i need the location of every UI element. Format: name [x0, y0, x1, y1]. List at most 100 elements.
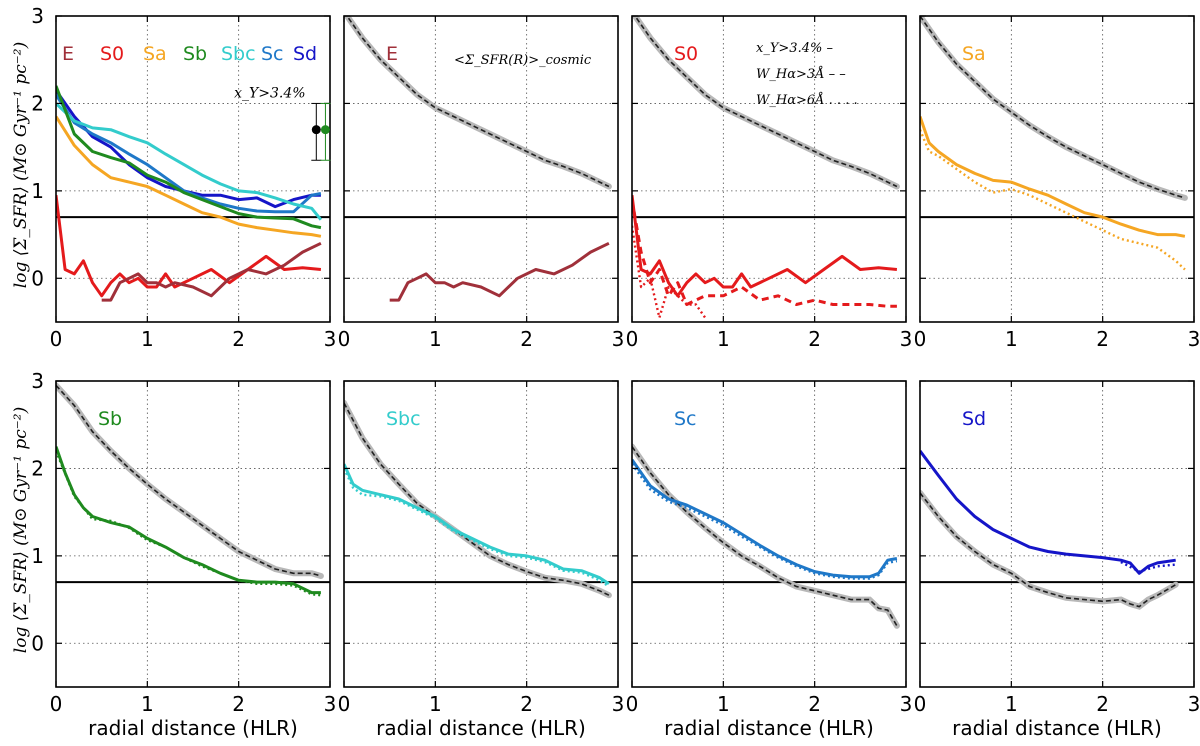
- cosmic-halo: [920, 489, 1179, 610]
- cosmic-halo: [920, 16, 1188, 201]
- series-e: [101, 241, 322, 302]
- panel-label-sb: Sb: [98, 408, 122, 430]
- panel-Sd: 0 1 2 3 radial distance (HLR) Sd: [914, 380, 1200, 740]
- y-tick-label: 3: [31, 4, 44, 28]
- series-sb: [56, 85, 322, 230]
- x-tick-label: 0: [338, 692, 351, 716]
- x-axis-label: radial distance (HLR): [952, 716, 1162, 740]
- y-tick-label: 0: [31, 631, 44, 655]
- cosmic-line: [920, 16, 1186, 199]
- cosmic-line: [56, 384, 322, 577]
- panel-Sbc: 0 1 2 3 radial distance (HLR) Sbc: [338, 380, 625, 740]
- series-sc-wha-6: [632, 463, 898, 580]
- plot-frame: [55, 380, 331, 688]
- plot-frame: [631, 380, 907, 688]
- cosmic-halo: [56, 382, 324, 579]
- x-axis-label: radial distance (HLR): [88, 716, 298, 740]
- legend-wha3: W_Hα>3Å – –: [756, 66, 846, 82]
- panel-Sa: 0 1 2 3 Sa: [914, 15, 1200, 351]
- x-tick-label: 1: [429, 692, 442, 716]
- x-tick-label: 3: [900, 327, 913, 351]
- x-tick-label: 1: [1005, 327, 1018, 351]
- legend-label-sd: Sd: [293, 43, 317, 65]
- series-sd: [920, 450, 1176, 575]
- panel-Sc: 0 1 2 3 radial distance (HLR) Sc: [626, 380, 912, 740]
- series-s0: [632, 195, 898, 298]
- y-tick-label: 1: [31, 544, 44, 568]
- legend-wha6: W_Hα>6Å . . . .: [756, 92, 858, 108]
- x-tick-label: 3: [1188, 327, 1200, 351]
- plot-frame: [631, 15, 907, 323]
- cosmic-line: [632, 446, 898, 627]
- y-tick-label: 1: [31, 179, 44, 203]
- x-axis-label: radial distance (HLR): [664, 716, 874, 740]
- legend-label-s0: S0: [100, 43, 124, 65]
- panel-label-sc: Sc: [674, 408, 697, 430]
- x-tick-label: 1: [429, 327, 442, 351]
- panel-label-sd: Sd: [962, 408, 986, 430]
- x-tick-label: 2: [232, 327, 245, 351]
- series-sbc: [56, 102, 323, 221]
- errorbar-green-point: [320, 125, 330, 135]
- x-tick-label: 1: [1005, 692, 1018, 716]
- x-tick-label: 2: [1096, 692, 1109, 716]
- x-tick-label: 0: [50, 327, 63, 351]
- cosmic-line: [344, 402, 610, 596]
- x-tick-label: 2: [808, 692, 821, 716]
- x-tick-label: 2: [808, 327, 821, 351]
- x-tick-label: 0: [626, 692, 639, 716]
- series-sb-wha-6: [56, 450, 322, 597]
- legend-label-sc: Sc: [261, 43, 284, 65]
- cosmic-line: [346, 16, 610, 188]
- series-sc: [632, 458, 898, 579]
- x-tick-label: 3: [324, 327, 337, 351]
- x-tick-label: 1: [141, 692, 154, 716]
- y-axis-label-bottom: log ⟨Σ_SFR⟩ (M⊙ Gyr⁻¹ pc⁻²): [11, 407, 31, 653]
- series-sa-wha-6: [920, 129, 1186, 271]
- series-s0: [56, 195, 322, 298]
- x-tick-label: 0: [914, 692, 927, 716]
- legend-label-e: E: [62, 43, 74, 65]
- series-s0-wha-6: [632, 225, 707, 319]
- x-tick-label: 2: [232, 692, 245, 716]
- y-tick-label: 2: [31, 91, 44, 115]
- panel-label-e: E: [386, 43, 398, 65]
- cosmic-halo: [344, 16, 612, 190]
- y-tick-label: 2: [31, 456, 44, 480]
- y-tick-label: 0: [31, 266, 44, 290]
- legend-xy: x_Y>3.4% –: [756, 41, 833, 56]
- plot-frame: [343, 380, 619, 688]
- x-tick-label: 2: [520, 327, 533, 351]
- panel-E: 0 1 2 3 E <Σ_SFR(R)>_cosmic: [338, 15, 625, 351]
- x-axis-label: radial distance (HLR): [376, 716, 586, 740]
- panel-label-s0: S0: [674, 43, 698, 65]
- x-tick-label: 0: [626, 327, 639, 351]
- x-tick-label: 1: [717, 692, 730, 716]
- legend-label-sa: Sa: [143, 43, 167, 65]
- x-tick-label: 1: [141, 327, 154, 351]
- x-tick-label: 3: [612, 327, 625, 351]
- series-sa: [920, 116, 1186, 238]
- x-tick-label: 3: [324, 692, 337, 716]
- panel-S0: 0 1 2 3 S0 x_Y>3.4% – W_Hα>3Å – – W_Hα>6Å . . .…: [626, 15, 913, 351]
- series-sbc-wha-6: [344, 467, 610, 588]
- x-tick-label: 0: [50, 692, 63, 716]
- series-sc: [56, 93, 322, 214]
- y-tick-label: 3: [31, 369, 44, 393]
- series-sa: [56, 115, 322, 238]
- cosmic-label: <Σ_SFR(R)>_cosmic: [454, 53, 592, 68]
- panel-label-sbc: Sbc: [386, 408, 421, 430]
- series-sbc: [344, 463, 610, 586]
- errorbar-black-point: [311, 125, 321, 135]
- series-sd: [56, 89, 321, 209]
- plot-frame: [919, 380, 1195, 688]
- series-e: [389, 241, 610, 302]
- legend-label-sbc: Sbc: [221, 43, 256, 65]
- x-tick-label: 0: [914, 327, 927, 351]
- panel-Sb: 0 1 2 3 0 1 2 3 radial distance (HLR) Sb: [31, 369, 336, 740]
- x-tick-label: 3: [612, 692, 625, 716]
- x-tick-label: 0: [338, 327, 351, 351]
- series-sd-wha-6: [1120, 560, 1176, 573]
- plot-frame: [343, 15, 619, 323]
